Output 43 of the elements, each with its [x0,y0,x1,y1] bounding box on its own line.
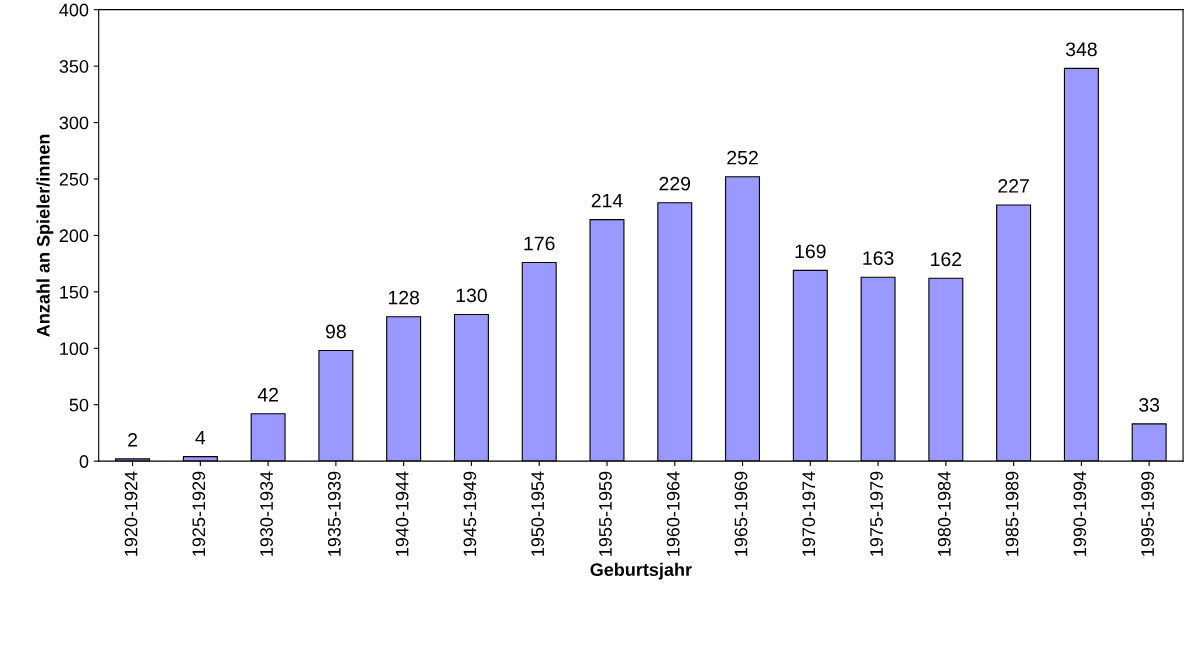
x-tick-label: 1920-1924 [124,471,138,556]
x-tick-label: 1980-1984 [937,471,951,556]
data-label: 348 [1065,42,1097,57]
data-label: 252 [727,150,758,165]
data-label: 130 [456,288,487,303]
y-tick-label: 400 [59,3,89,17]
data-label: 214 [591,193,623,208]
x-tick-label: 1975-1979 [870,471,883,556]
data-label: 229 [659,176,691,191]
y-tick-label: 250 [59,172,89,186]
x-tick-label: 1925-1929 [192,471,206,556]
x-tick-label: 1965-1969 [734,471,748,556]
y-axis-title: Anzahl an Spieler/innen [36,134,54,337]
y-tick-label: 0 [79,455,89,468]
x-tick-label: 1990-1994 [1073,471,1087,556]
x-tick-label: 1955-1959 [599,471,612,556]
x-tick-label: 1950-1954 [531,471,545,556]
data-label: 176 [524,236,555,251]
data-label: 169 [795,244,826,259]
data-label: 98 [325,324,346,339]
data-label: 163 [863,251,894,266]
x-tick-label: 1945-1949 [463,471,477,556]
data-label: 162 [931,252,962,267]
y-tick-label: 200 [59,229,89,243]
y-tick-label: 100 [60,342,89,356]
data-label: 4 [195,430,206,445]
x-tick-label: 1960-1964 [666,471,680,556]
y-tick-label: 150 [60,285,89,299]
data-label: 227 [998,179,1029,193]
x-tick-label: 1970-1974 [802,471,816,556]
x-tick-label: 1940-1944 [395,471,409,556]
y-tick-label: 300 [59,116,89,130]
data-label: 42 [257,387,278,402]
data-label: 2 [128,432,137,447]
y-tick-label: 50 [69,398,89,412]
x-tick-label: 1935-1939 [327,471,341,556]
x-tick-label: 1985-1989 [1005,471,1019,556]
x-axis-title: Geburtsjahr [590,562,692,580]
y-tick-label: 350 [59,60,89,73]
data-label: 33 [1139,397,1160,412]
data-label: 128 [388,290,420,305]
x-tick-label: 1995-1999 [1141,471,1155,556]
x-tick-label: 1930-1934 [260,471,273,556]
